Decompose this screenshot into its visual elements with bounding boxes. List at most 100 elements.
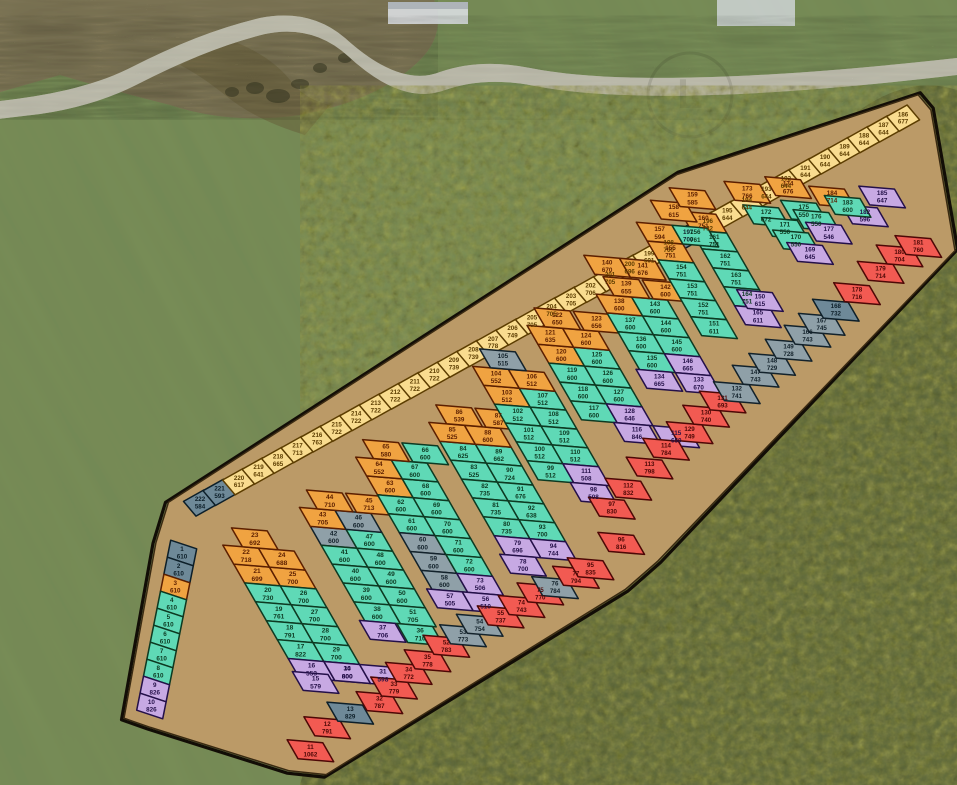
svg-text:51: 51 [409, 609, 417, 616]
svg-text:508: 508 [588, 494, 599, 501]
svg-text:145: 145 [672, 339, 683, 346]
svg-text:67: 67 [411, 464, 419, 471]
svg-text:600: 600 [556, 356, 567, 363]
svg-text:512: 512 [534, 454, 545, 461]
svg-text:672: 672 [761, 217, 772, 224]
svg-text:206: 206 [507, 325, 518, 332]
svg-text:773: 773 [458, 636, 469, 643]
svg-text:741: 741 [732, 393, 743, 400]
svg-text:19: 19 [275, 606, 283, 613]
svg-text:580: 580 [381, 451, 392, 458]
svg-text:142: 142 [660, 284, 671, 291]
svg-text:700: 700 [320, 636, 331, 643]
svg-text:210: 210 [429, 368, 440, 375]
svg-text:147: 147 [750, 369, 761, 376]
svg-text:713: 713 [292, 450, 303, 457]
svg-text:138: 138 [614, 298, 625, 305]
svg-text:52: 52 [443, 639, 450, 646]
svg-text:617: 617 [234, 482, 245, 489]
svg-text:610: 610 [163, 622, 174, 629]
svg-text:739: 739 [468, 354, 479, 361]
svg-text:751: 751 [731, 280, 742, 287]
svg-text:751: 751 [698, 309, 709, 316]
svg-text:600: 600 [375, 560, 386, 567]
svg-text:600: 600 [328, 538, 339, 545]
svg-text:600: 600 [339, 557, 350, 564]
svg-text:63: 63 [386, 480, 394, 487]
svg-text:705: 705 [566, 301, 577, 308]
svg-text:550: 550 [799, 212, 810, 219]
svg-text:710: 710 [324, 502, 335, 509]
svg-text:107: 107 [537, 392, 548, 399]
svg-text:751: 751 [665, 253, 676, 260]
svg-text:593: 593 [214, 493, 225, 500]
svg-text:512: 512 [545, 473, 556, 480]
svg-text:600: 600 [442, 529, 453, 536]
svg-text:600: 600 [578, 394, 589, 401]
svg-text:650: 650 [671, 438, 682, 445]
svg-text:124: 124 [581, 332, 592, 339]
svg-text:1: 1 [180, 546, 184, 553]
svg-text:16: 16 [308, 663, 316, 670]
svg-text:157: 157 [654, 226, 665, 233]
svg-text:515: 515 [498, 361, 509, 368]
svg-text:610: 610 [160, 639, 171, 646]
svg-text:108: 108 [548, 411, 559, 418]
svg-text:5: 5 [167, 614, 171, 621]
svg-text:835: 835 [585, 569, 596, 576]
svg-text:66: 66 [422, 447, 430, 454]
svg-text:44: 44 [326, 494, 334, 501]
svg-text:8: 8 [156, 665, 160, 672]
svg-text:718: 718 [241, 557, 252, 564]
svg-text:798: 798 [644, 469, 655, 476]
svg-text:594: 594 [654, 234, 665, 241]
svg-text:27: 27 [311, 609, 319, 616]
svg-text:732: 732 [831, 311, 842, 318]
svg-text:112: 112 [623, 482, 634, 489]
svg-text:10: 10 [148, 699, 156, 706]
svg-text:191: 191 [800, 165, 811, 172]
svg-text:647: 647 [877, 198, 888, 205]
svg-text:791: 791 [284, 633, 295, 640]
svg-text:655: 655 [621, 288, 632, 295]
svg-text:598: 598 [377, 676, 388, 683]
svg-text:221: 221 [214, 485, 225, 492]
svg-text:23: 23 [251, 532, 259, 539]
svg-text:800: 800 [342, 673, 353, 680]
svg-text:143: 143 [650, 301, 661, 308]
svg-text:95: 95 [587, 562, 594, 569]
svg-text:749: 749 [507, 333, 518, 340]
svg-text:179: 179 [875, 266, 886, 273]
svg-text:600: 600 [406, 526, 417, 533]
svg-text:644: 644 [859, 140, 870, 147]
svg-text:28: 28 [322, 628, 330, 635]
svg-text:171: 171 [780, 222, 791, 229]
svg-text:600: 600 [842, 207, 853, 214]
svg-text:729: 729 [767, 365, 778, 372]
svg-text:111: 111 [581, 468, 591, 475]
svg-text:83: 83 [470, 464, 478, 471]
svg-text:761: 761 [690, 237, 701, 244]
svg-text:11: 11 [307, 744, 314, 751]
svg-text:766: 766 [742, 193, 753, 200]
svg-text:710: 710 [415, 635, 426, 642]
svg-text:722: 722 [371, 407, 382, 414]
svg-text:9: 9 [153, 682, 157, 689]
svg-text:183: 183 [842, 200, 853, 207]
svg-text:584: 584 [195, 504, 206, 511]
svg-text:4: 4 [170, 597, 174, 604]
svg-text:93: 93 [539, 524, 547, 531]
svg-text:600: 600 [353, 522, 364, 529]
svg-text:700: 700 [287, 579, 298, 586]
svg-text:610: 610 [177, 554, 188, 561]
svg-text:20: 20 [264, 587, 272, 594]
svg-text:784: 784 [661, 450, 672, 457]
svg-text:151: 151 [709, 321, 720, 328]
svg-text:739: 739 [449, 365, 460, 372]
svg-text:512: 512 [513, 416, 524, 423]
svg-text:219: 219 [253, 464, 264, 471]
svg-text:693: 693 [717, 403, 728, 410]
svg-text:705: 705 [605, 279, 616, 286]
svg-text:177: 177 [824, 226, 835, 233]
svg-text:610: 610 [170, 588, 181, 595]
